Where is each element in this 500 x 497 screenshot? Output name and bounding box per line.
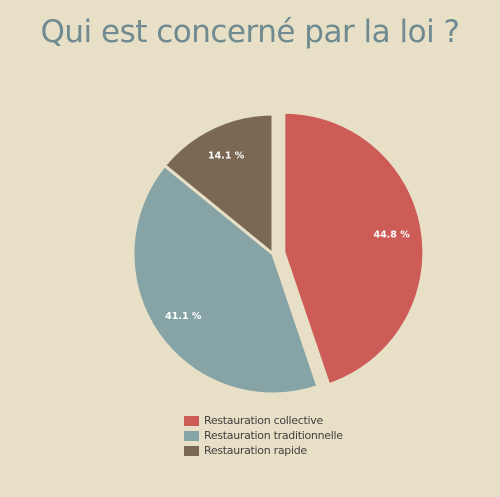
pie-value-labels: 44.8 % 41.1 % 14.1 % — [165, 150, 410, 322]
legend-swatch — [184, 430, 199, 441]
legend-item: Restauration collective — [184, 413, 343, 428]
legend-label: Restauration rapide — [204, 444, 307, 457]
legend: Restauration collective Restauration tra… — [184, 413, 343, 458]
legend-label: Restauration collective — [204, 414, 323, 427]
slice-label-rapide: 14.1 % — [208, 150, 245, 161]
chart-title: Qui est concerné par la loi ? — [40, 14, 460, 50]
slice-restauration-traditionnelle — [131, 163, 320, 396]
legend-label: Restauration traditionnelle — [204, 429, 343, 442]
slice-restauration-rapide — [163, 112, 275, 256]
legend-item: Restauration rapide — [184, 443, 343, 458]
slice-restauration-collective — [282, 110, 426, 387]
legend-swatch — [184, 445, 199, 456]
legend-swatch — [184, 415, 199, 426]
legend-item: Restauration traditionnelle — [184, 428, 343, 443]
slice-label-traditionnelle: 41.1 % — [165, 311, 202, 322]
slice-label-collective: 44.8 % — [373, 229, 410, 240]
pie-slices — [131, 110, 426, 396]
